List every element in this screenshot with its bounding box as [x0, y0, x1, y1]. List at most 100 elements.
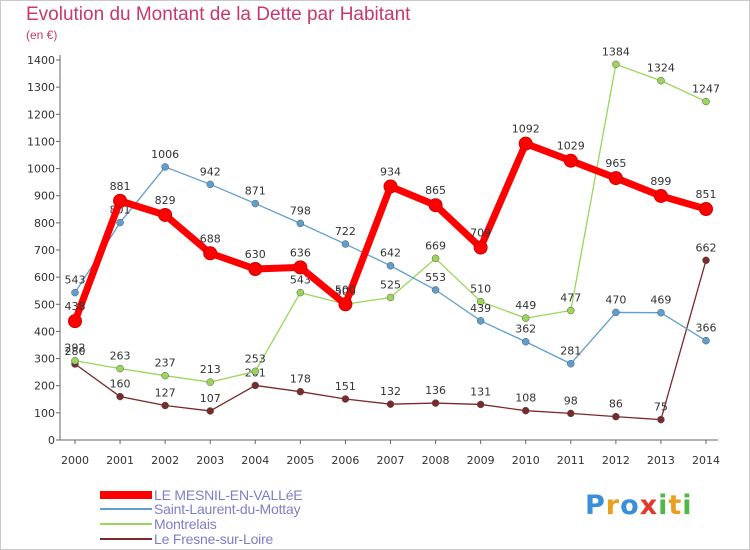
logo-letter: x [639, 490, 659, 521]
data-label: 722 [335, 225, 356, 238]
data-label: 237 [155, 357, 176, 370]
legend-label: Le Fresne-sur-Loire [154, 531, 274, 547]
data-point [71, 356, 79, 365]
data-label: 662 [696, 241, 717, 254]
y-tick-label: 100 [34, 407, 55, 420]
data-point [567, 359, 575, 368]
data-point [521, 337, 530, 346]
data-label: 865 [425, 184, 446, 197]
data-point [612, 60, 620, 69]
data-point [386, 400, 395, 408]
data-point [657, 76, 665, 85]
data-point [702, 256, 710, 265]
legend-entry: LE MESNIL-EN-VALLéE [100, 487, 303, 503]
data-point [296, 387, 305, 396]
data-point [657, 415, 665, 424]
data-point [251, 381, 260, 390]
data-point [113, 193, 128, 208]
data-label: 132 [380, 385, 401, 398]
data-point [702, 97, 710, 106]
data-label: 366 [696, 322, 717, 335]
x-tick-label: 2005 [286, 454, 314, 467]
data-label: 688 [200, 232, 221, 245]
logo-letter: i [682, 490, 693, 521]
data-point [296, 288, 305, 297]
data-point [161, 371, 169, 380]
data-label: 871 [245, 185, 266, 198]
data-point [428, 198, 443, 213]
data-label: 362 [515, 323, 536, 336]
data-label: 292 [65, 342, 86, 355]
data-label: 469 [650, 294, 671, 307]
y-tick-label: 400 [34, 325, 55, 338]
data-point [476, 297, 485, 306]
legend-entry: Saint-Laurent-du-Mottay [100, 501, 301, 517]
data-label: 75 [654, 401, 668, 414]
logo-letter: t [668, 490, 683, 521]
data-label: 178 [290, 373, 311, 386]
legend-label: Montrelais [154, 516, 217, 532]
data-label: 1384 [602, 45, 630, 58]
y-tick-label: 1000 [27, 163, 55, 176]
data-label: 108 [515, 392, 536, 405]
data-point [563, 153, 578, 168]
data-label: 543 [65, 274, 86, 287]
data-point [296, 219, 305, 228]
data-label: 253 [245, 352, 266, 365]
data-label: 107 [200, 392, 221, 405]
y-tick-label: 0 [48, 434, 55, 447]
data-point [206, 407, 214, 415]
logo-letter: o [620, 490, 640, 521]
data-label: 86 [609, 398, 623, 411]
data-point [518, 136, 533, 151]
data-label: 470 [605, 293, 626, 306]
data-point [161, 163, 169, 171]
data-point [203, 246, 218, 261]
data-label: 136 [425, 384, 446, 397]
data-label: 449 [515, 299, 536, 312]
data-label: 500 [335, 283, 356, 296]
data-label: 1006 [151, 148, 179, 161]
logo-letter: P [585, 490, 606, 521]
data-point [293, 260, 308, 275]
data-point [71, 288, 79, 297]
data-point [116, 218, 124, 227]
data-point [431, 254, 440, 263]
legend-swatch [100, 491, 152, 499]
data-label: 281 [560, 345, 581, 358]
data-point [431, 286, 440, 294]
legend-entry: Montrelais [100, 516, 217, 532]
logo-letter: r [605, 490, 621, 521]
data-label: 636 [290, 246, 311, 259]
x-tick-label: 2009 [467, 454, 495, 467]
data-point [567, 409, 575, 418]
x-tick-label: 2001 [106, 454, 134, 467]
x-tick-label: 2012 [602, 454, 630, 467]
data-point [612, 412, 620, 421]
data-label: 263 [110, 350, 131, 363]
data-point [161, 401, 169, 410]
data-point [431, 399, 440, 407]
data-point [341, 240, 350, 248]
data-label: 798 [290, 204, 311, 217]
legend-swatch [100, 508, 152, 510]
data-point [251, 199, 260, 208]
data-point [476, 400, 485, 409]
data-label: 438 [65, 300, 86, 313]
data-label: 1092 [512, 123, 540, 136]
data-label: 280 [65, 345, 86, 358]
y-tick-label: 300 [34, 353, 55, 366]
data-label: 151 [335, 380, 356, 393]
data-label: 543 [290, 274, 311, 287]
data-label: 213 [200, 363, 221, 376]
data-point [206, 378, 214, 386]
data-label: 510 [470, 283, 491, 296]
x-tick-label: 2013 [647, 454, 675, 467]
x-tick-label: 2010 [512, 454, 540, 467]
x-tick-label: 2004 [241, 454, 269, 467]
data-label: 899 [650, 175, 671, 188]
y-tick-label: 900 [34, 190, 55, 203]
data-point [699, 202, 713, 217]
data-point [68, 314, 82, 329]
